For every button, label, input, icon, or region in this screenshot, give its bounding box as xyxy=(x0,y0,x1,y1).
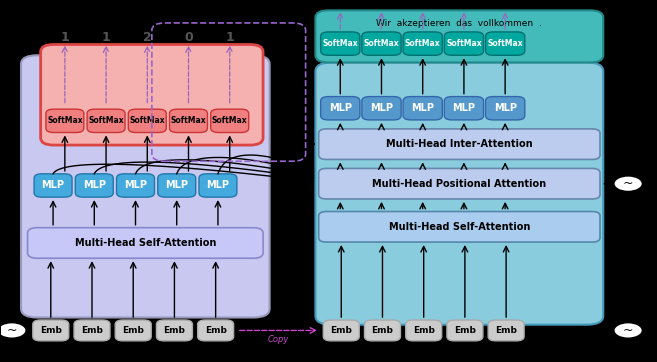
FancyBboxPatch shape xyxy=(319,211,600,242)
Text: MLP: MLP xyxy=(453,103,476,113)
FancyBboxPatch shape xyxy=(488,320,524,341)
Text: MLP: MLP xyxy=(41,181,64,190)
FancyBboxPatch shape xyxy=(406,320,442,341)
FancyBboxPatch shape xyxy=(158,174,196,197)
FancyBboxPatch shape xyxy=(403,97,442,120)
Text: SoftMax: SoftMax xyxy=(88,116,124,125)
FancyBboxPatch shape xyxy=(323,320,359,341)
Text: MLP: MLP xyxy=(206,181,229,190)
Text: Multi-Head Self-Attention: Multi-Head Self-Attention xyxy=(389,222,530,232)
Text: MLP: MLP xyxy=(370,103,393,113)
FancyBboxPatch shape xyxy=(321,32,360,55)
Text: Emb: Emb xyxy=(372,326,394,335)
Text: Emb: Emb xyxy=(495,326,517,335)
Text: SoftMax: SoftMax xyxy=(487,39,523,48)
Text: 0: 0 xyxy=(184,31,193,44)
Text: MLP: MLP xyxy=(124,181,147,190)
FancyBboxPatch shape xyxy=(486,32,525,55)
Text: SoftMax: SoftMax xyxy=(364,39,399,48)
Text: Copy: Copy xyxy=(268,335,289,344)
FancyBboxPatch shape xyxy=(444,32,484,55)
FancyBboxPatch shape xyxy=(199,174,237,197)
Text: MLP: MLP xyxy=(83,181,106,190)
FancyBboxPatch shape xyxy=(319,168,600,199)
FancyBboxPatch shape xyxy=(319,129,600,159)
Text: Multi-Head Self-Attention: Multi-Head Self-Attention xyxy=(75,238,216,248)
FancyBboxPatch shape xyxy=(403,32,442,55)
Text: SoftMax: SoftMax xyxy=(323,39,358,48)
FancyBboxPatch shape xyxy=(321,97,360,120)
FancyBboxPatch shape xyxy=(87,109,125,132)
FancyBboxPatch shape xyxy=(365,320,401,341)
Text: Multi-Head Inter-Attention: Multi-Head Inter-Attention xyxy=(386,139,533,149)
Text: 2: 2 xyxy=(143,31,152,44)
FancyBboxPatch shape xyxy=(28,228,263,258)
FancyBboxPatch shape xyxy=(362,32,401,55)
Text: Emb: Emb xyxy=(413,326,435,335)
Text: Wir  akzeptieren  das  vollkommen  .: Wir akzeptieren das vollkommen . xyxy=(376,19,542,28)
Text: Emb: Emb xyxy=(205,326,227,335)
FancyBboxPatch shape xyxy=(76,174,113,197)
Text: SoftMax: SoftMax xyxy=(212,116,248,125)
Circle shape xyxy=(614,176,643,191)
FancyBboxPatch shape xyxy=(33,320,69,341)
Text: Emb: Emb xyxy=(330,326,352,335)
Text: Emb: Emb xyxy=(164,326,185,335)
Text: 1: 1 xyxy=(225,31,234,44)
Text: ~: ~ xyxy=(7,324,17,337)
FancyBboxPatch shape xyxy=(362,97,401,120)
Text: SoftMax: SoftMax xyxy=(446,39,482,48)
Text: Multi-Head Positional Attention: Multi-Head Positional Attention xyxy=(373,179,547,189)
Text: Emb: Emb xyxy=(122,326,144,335)
Circle shape xyxy=(0,323,26,338)
Text: MLP: MLP xyxy=(411,103,434,113)
Text: MLP: MLP xyxy=(165,181,188,190)
Text: MLP: MLP xyxy=(493,103,516,113)
Text: SoftMax: SoftMax xyxy=(129,116,165,125)
FancyBboxPatch shape xyxy=(315,10,603,63)
FancyBboxPatch shape xyxy=(170,109,208,132)
FancyBboxPatch shape xyxy=(156,320,193,341)
Text: SoftMax: SoftMax xyxy=(171,116,206,125)
Text: 1: 1 xyxy=(60,31,69,44)
Text: ~: ~ xyxy=(623,324,633,337)
FancyBboxPatch shape xyxy=(115,320,151,341)
Text: Emb: Emb xyxy=(81,326,103,335)
Text: 1: 1 xyxy=(102,31,110,44)
FancyBboxPatch shape xyxy=(46,109,84,132)
FancyBboxPatch shape xyxy=(21,55,269,317)
Text: Emb: Emb xyxy=(454,326,476,335)
FancyBboxPatch shape xyxy=(128,109,166,132)
FancyBboxPatch shape xyxy=(116,174,154,197)
FancyBboxPatch shape xyxy=(315,63,603,325)
FancyBboxPatch shape xyxy=(74,320,110,341)
FancyBboxPatch shape xyxy=(486,97,525,120)
Text: ~: ~ xyxy=(623,177,633,190)
Text: SoftMax: SoftMax xyxy=(405,39,441,48)
Text: Emb: Emb xyxy=(40,326,62,335)
FancyBboxPatch shape xyxy=(211,109,249,132)
FancyBboxPatch shape xyxy=(198,320,234,341)
FancyBboxPatch shape xyxy=(447,320,483,341)
FancyBboxPatch shape xyxy=(41,45,263,145)
Circle shape xyxy=(614,323,643,338)
Text: SoftMax: SoftMax xyxy=(47,116,83,125)
FancyBboxPatch shape xyxy=(34,174,72,197)
Text: MLP: MLP xyxy=(328,103,351,113)
FancyBboxPatch shape xyxy=(444,97,484,120)
